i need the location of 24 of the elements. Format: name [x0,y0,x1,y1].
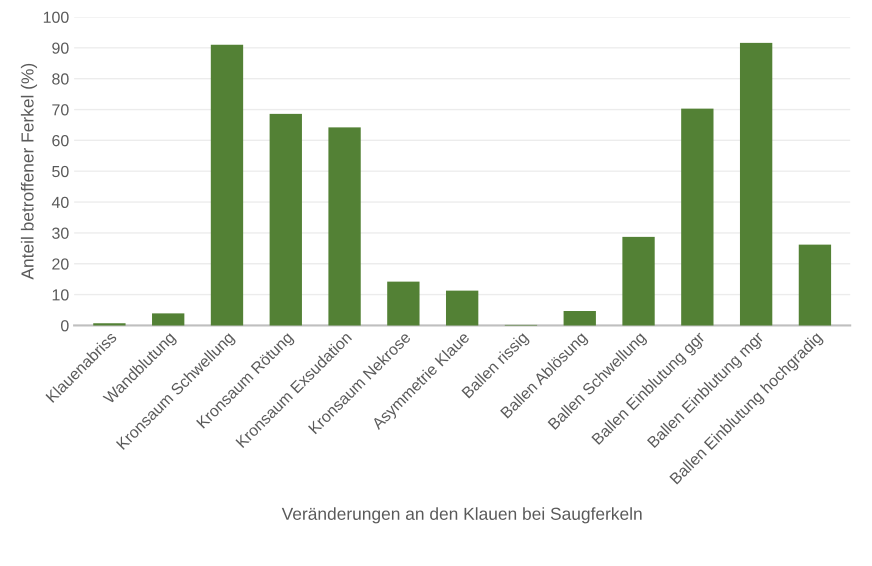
y-tick-label: 30 [52,228,69,239]
y-tick-label: 70 [52,104,69,116]
y-tick-label: 20 [52,258,69,270]
bar [152,313,184,326]
bar [681,108,714,326]
y-tick-label: 0 [61,320,69,332]
y-axis-title: Anteil betroffener Ferkel (%) [20,64,38,280]
bar [210,44,244,326]
bar [740,42,772,326]
y-tick-label: 80 [52,73,69,85]
y-tick-label: 50 [52,166,69,178]
y-tick-label: 60 [52,135,69,146]
bar [328,127,361,326]
y-tick-label: 40 [52,196,69,208]
bar [798,244,832,326]
x-axis-title: Veränderungen an den Klauen bei Saugferkeln [282,507,642,524]
bar [270,114,302,326]
bar [622,236,655,326]
bar [387,282,420,326]
bar [446,290,478,326]
bar [564,310,596,326]
y-tick-label: 90 [52,42,69,54]
y-tick-label: 10 [52,289,69,301]
y-tick-label: 100 [44,12,69,23]
